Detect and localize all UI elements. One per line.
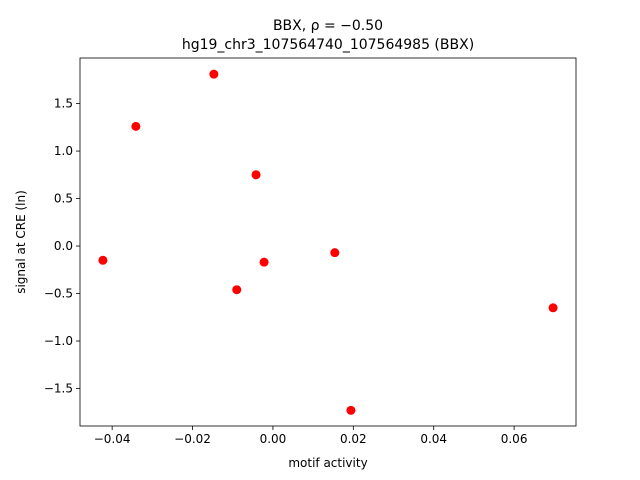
point: [131, 121, 141, 131]
x-tick-label: 0.00: [260, 432, 287, 446]
chart-title: BBX, ρ = −0.50: [273, 18, 383, 34]
point: [259, 257, 269, 267]
chart-subtitle: hg19_chr3_107564740_107564985 (BBX): [182, 37, 474, 53]
x-tick-label: −0.04: [94, 432, 131, 446]
x-tick-label: 0.06: [501, 432, 528, 446]
y-tick-label: 0.0: [54, 239, 73, 253]
point: [548, 303, 558, 313]
x-tick-label: 0.04: [420, 432, 447, 446]
point: [251, 170, 261, 180]
y-tick-label: 0.5: [54, 192, 73, 206]
y-tick-label: −1.0: [44, 334, 73, 348]
point: [330, 248, 340, 258]
point: [98, 255, 108, 265]
y-tick-label: 1.5: [54, 97, 73, 111]
y-axis-label: signal at CRE (ln): [14, 190, 28, 294]
x-tick-label: −0.02: [174, 432, 211, 446]
x-tick-label: 0.02: [340, 432, 367, 446]
plot-frame: [79, 57, 577, 427]
point: [232, 285, 242, 295]
point: [346, 405, 356, 415]
point: [209, 69, 219, 79]
y-tick-label: 1.0: [54, 144, 73, 158]
x-axis-label: motif activity: [288, 456, 367, 470]
y-tick-label: −1.5: [44, 381, 73, 395]
y-tick-label: −0.5: [44, 287, 73, 301]
